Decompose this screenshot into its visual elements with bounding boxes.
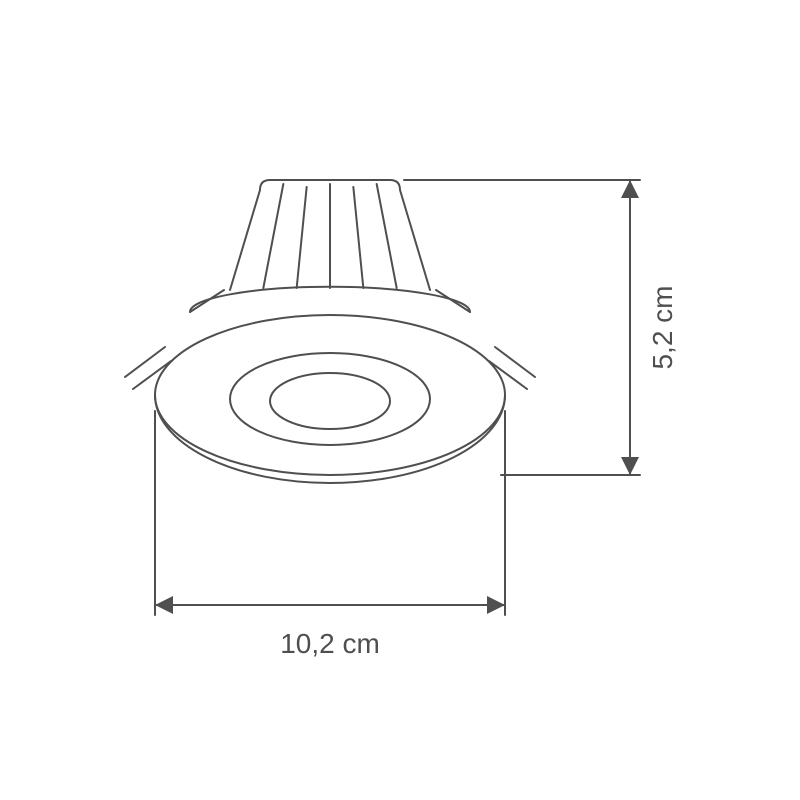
width-label: 10,2 cm [280, 628, 380, 659]
dimension-diagram: 10,2 cm 5,2 cm [0, 0, 800, 800]
height-label: 5,2 cm [647, 285, 678, 369]
